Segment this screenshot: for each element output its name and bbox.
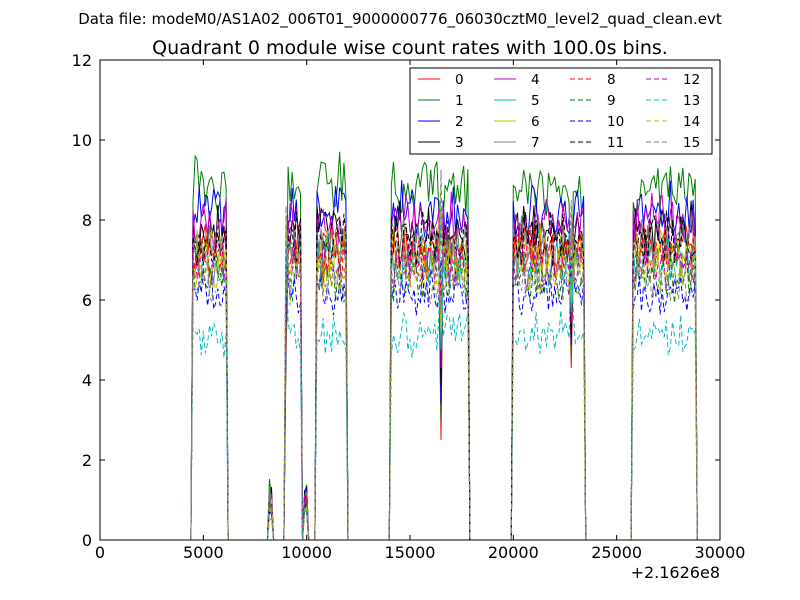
x-tick-label: 10000	[281, 543, 332, 562]
series-line-2	[190, 180, 698, 540]
y-tick-label: 0	[82, 531, 92, 550]
x-offset-label: +2.1626e8	[631, 563, 720, 582]
x-tick-label: 15000	[385, 543, 436, 562]
legend-label: 4	[531, 72, 540, 88]
legend-label: 0	[455, 72, 464, 88]
legend-label: 1	[455, 93, 464, 109]
y-tick-label: 10	[72, 131, 92, 150]
legend-label: 5	[531, 93, 540, 109]
series-line-5	[190, 232, 698, 540]
series-line-15	[190, 169, 698, 540]
x-tick-label: 25000	[591, 543, 642, 562]
x-tick-label: 20000	[488, 543, 539, 562]
legend-label: 6	[531, 114, 540, 130]
series-line-7	[190, 213, 698, 540]
series-layer	[190, 151, 698, 540]
y-tick-label: 8	[82, 211, 92, 230]
legend-label: 9	[607, 93, 616, 109]
legend-label: 11	[607, 135, 624, 151]
x-tick-label: 0	[95, 543, 105, 562]
y-tick-label: 6	[82, 291, 92, 310]
series-line-9	[190, 247, 698, 540]
y-tick-label: 4	[82, 371, 92, 390]
series-line-13	[190, 205, 698, 540]
legend-label: 3	[455, 135, 464, 151]
series-line-11	[190, 210, 698, 540]
x-tick-label: 5000	[183, 543, 224, 562]
legend-label: 8	[607, 72, 616, 88]
series-line-10	[190, 255, 698, 540]
y-tick-label: 2	[82, 451, 92, 470]
figure-suptitle: Data file: modeM0/AS1A02_006T01_90000007…	[78, 10, 722, 29]
legend-label: 7	[531, 135, 540, 151]
legend-label: 12	[683, 72, 700, 88]
legend-label: 10	[607, 114, 624, 130]
series-line-1	[190, 151, 698, 540]
legend-label: 15	[683, 135, 700, 151]
legend-label: 14	[683, 114, 700, 130]
legend-label: 13	[683, 93, 700, 109]
legend-box	[409, 67, 713, 155]
x-tick-label: 30000	[695, 543, 746, 562]
legend-label: 2	[455, 114, 464, 130]
y-tick-label: 12	[72, 51, 92, 70]
chart-title: Quadrant 0 module wise count rates with …	[152, 37, 668, 59]
